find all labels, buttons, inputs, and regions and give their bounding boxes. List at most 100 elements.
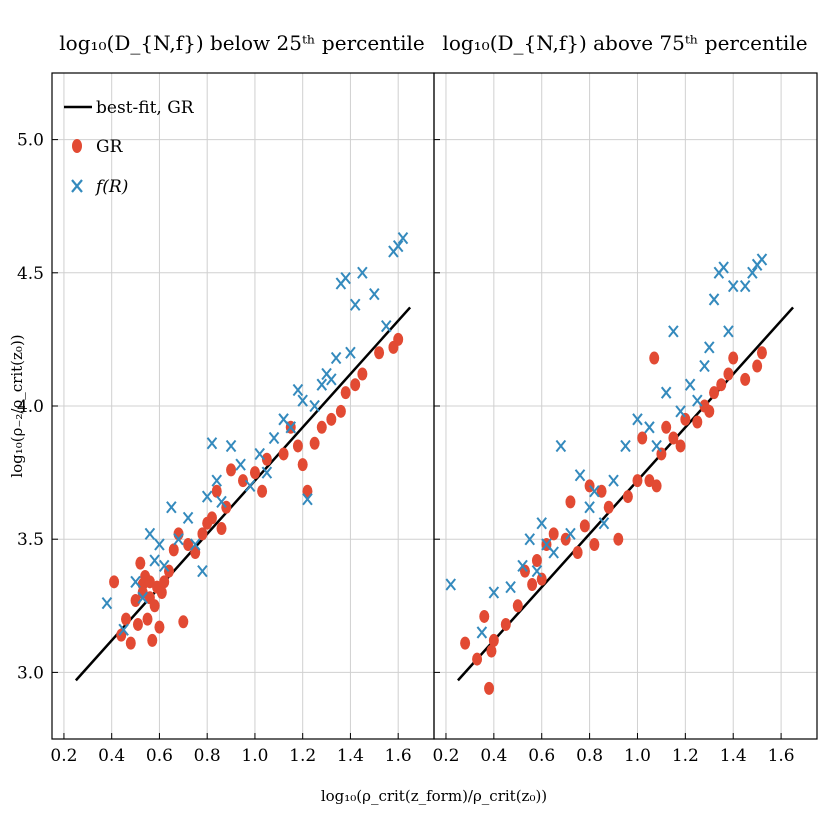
x-tick-label: 0.4 [98, 746, 125, 766]
fr-point [261, 466, 273, 479]
y-tick-label: 3.5 [17, 530, 44, 550]
gr-point [316, 420, 327, 434]
fr-point [309, 399, 320, 413]
fr-point [620, 439, 631, 453]
gr-point [500, 617, 511, 631]
legend-label-fit: best-fit, GR [96, 98, 195, 118]
fr-point [302, 493, 313, 506]
gr-point [335, 404, 346, 418]
gr-point [278, 447, 289, 461]
x-tick-label: 1.0 [624, 746, 651, 766]
gr-point [527, 577, 538, 591]
fr-point [536, 517, 547, 530]
fr-point [144, 527, 156, 541]
gr-point [752, 359, 763, 373]
gr-point [680, 412, 691, 426]
gr-point [261, 452, 272, 466]
fr-point [330, 351, 342, 365]
y-tick-label: 3.0 [17, 663, 44, 683]
fr-point [189, 538, 201, 551]
gr-point [603, 500, 614, 514]
gr-point [257, 484, 268, 498]
gr-point [238, 474, 248, 488]
x-tick-label: 0.4 [480, 746, 507, 766]
fr-point [524, 533, 536, 546]
fr-point [574, 469, 586, 482]
x-tick-label: 1.2 [672, 746, 699, 766]
gr-point [675, 439, 686, 453]
gr-point [132, 617, 143, 631]
x-tick-label: 0.6 [146, 746, 173, 766]
fr-point [326, 373, 337, 386]
fr-point [173, 533, 184, 546]
gr-point [692, 415, 703, 429]
fr-point [130, 575, 141, 588]
gr-point [297, 458, 308, 472]
x-tick-label: 1.4 [337, 746, 364, 766]
gr-point [479, 609, 490, 623]
fr-point [182, 511, 194, 525]
fr-point [684, 378, 696, 391]
panel-left-title: log₁₀(D_{N,f}) below 25ᵗʰ percentile [59, 31, 424, 55]
fr-point [555, 439, 567, 453]
gr-point [484, 681, 495, 695]
gr-point [393, 332, 404, 346]
fr-point [644, 421, 655, 434]
x-tick-label: 0.6 [528, 746, 555, 766]
gr-point [183, 538, 194, 552]
gr-point [142, 612, 153, 626]
gr-point [326, 412, 337, 426]
fr-point [380, 319, 392, 333]
panel-left-grid [52, 73, 434, 739]
fr-point [675, 405, 686, 418]
panel-right-frame [433, 72, 818, 740]
fr-point [718, 261, 729, 274]
fr-point [632, 413, 643, 426]
gr-point [197, 527, 208, 541]
fr-point [268, 431, 280, 445]
x-tick-label: 1.2 [289, 746, 316, 766]
panel-right-ticks: 0.2 0.4 0.6 0.8 1.0 1.2 1.4 1.6 [432, 139, 795, 766]
gr-point [716, 378, 727, 392]
gr-point [486, 644, 497, 658]
gr-point [156, 585, 167, 599]
fr-point [608, 474, 619, 487]
gr-point [622, 490, 633, 504]
x-tick-label: 0.2 [432, 746, 459, 766]
gr-point [740, 372, 751, 386]
fr-point [476, 626, 488, 639]
gr-point [292, 439, 303, 453]
gr-point [728, 351, 739, 365]
fr-point [589, 485, 600, 498]
x-tick-label: 1.6 [768, 746, 795, 766]
fr-point [166, 501, 177, 514]
gr-point [460, 636, 471, 650]
panel-right: log₁₀(D_{N,f}) above 75ᵗʰ percentile 0.2… [432, 31, 818, 766]
panel-left-ticks: 0.2 0.4 0.6 0.8 1.0 1.2 1.4 1.6 3.0 3.5 4.0 4.5 5.0 [17, 131, 412, 766]
gr-point [472, 652, 483, 666]
fr-point [285, 421, 297, 434]
x-tick-label: 1.4 [720, 746, 747, 766]
fr-point [211, 474, 223, 487]
fr-point [101, 597, 113, 610]
fr-point [692, 394, 703, 407]
gr-point [206, 511, 217, 525]
legend-label-fr: f(R) [94, 177, 128, 197]
x-tick-label: 1.6 [385, 746, 412, 766]
gr-point [226, 463, 237, 477]
x-axis-label: log₁₀(ρ_crit(z_form)/ρ_crit(z₀)) [321, 787, 547, 805]
fr-point [668, 325, 679, 338]
fr-point [297, 394, 308, 407]
gr-point [149, 599, 160, 613]
gr-point [661, 420, 672, 434]
gr-point [589, 538, 600, 552]
fr-point [235, 458, 246, 471]
gr-point [596, 484, 607, 498]
x-tick-label: 1.0 [241, 746, 268, 766]
fr-point [225, 439, 237, 453]
legend-x-swatch [71, 179, 83, 193]
fr-point [369, 287, 380, 301]
gr-point [190, 546, 201, 560]
gr-point [531, 554, 542, 568]
fr-point [345, 346, 356, 359]
